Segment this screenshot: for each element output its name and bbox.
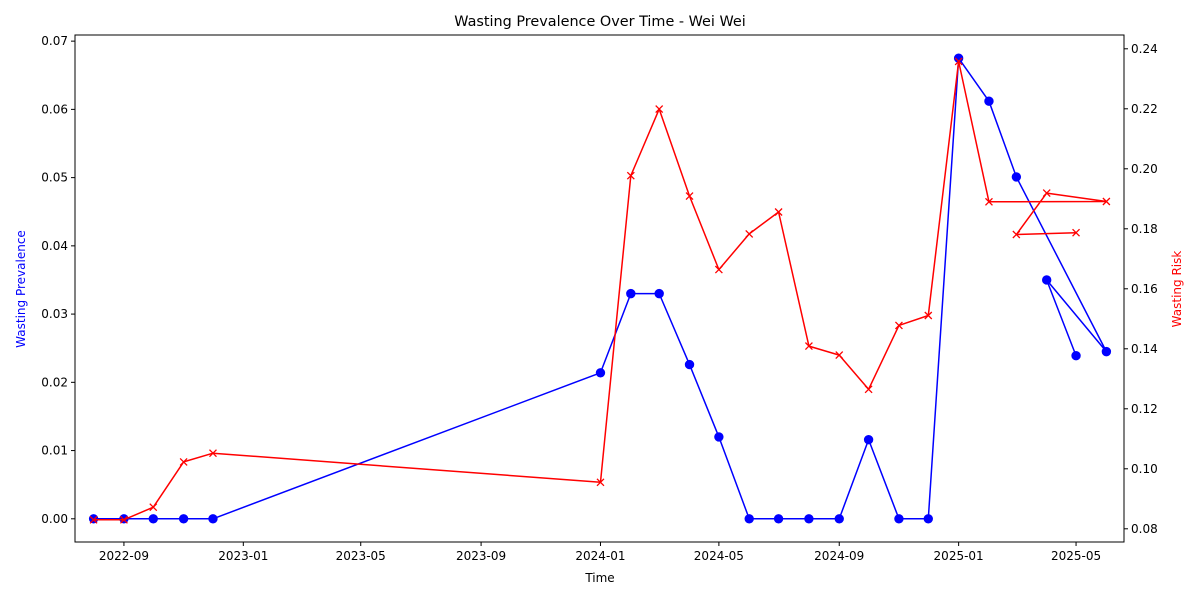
data-point-wasting-risk xyxy=(714,265,723,274)
y-left-tick-label: 0.04 xyxy=(41,239,68,253)
data-point-wasting-risk xyxy=(804,342,813,351)
y-left-tick-label: 0.00 xyxy=(41,512,68,526)
data-point-wasting-risk xyxy=(985,197,993,206)
series-wasting-prevalence xyxy=(88,53,1112,524)
y-right-tick-label: 0.20 xyxy=(1131,162,1158,176)
y-left-tick-label: 0.03 xyxy=(41,307,68,321)
x-tick-label: 2025-01 xyxy=(934,549,984,563)
data-point-wasting-risk xyxy=(149,503,158,512)
data-point-wasting-prevalence xyxy=(744,514,754,524)
data-point-wasting-prevalence xyxy=(178,514,189,524)
data-point-wasting-prevalence xyxy=(714,432,724,442)
y-right-tick-label: 0.14 xyxy=(1131,342,1158,356)
data-point-wasting-prevalence xyxy=(834,514,844,524)
data-point-wasting-prevalence xyxy=(863,434,874,445)
data-point-wasting-prevalence xyxy=(1011,172,1022,182)
x-tick-label: 2024-05 xyxy=(694,549,744,563)
y-left-tick-label: 0.02 xyxy=(41,375,68,389)
data-point-wasting-risk xyxy=(119,515,128,524)
data-point-wasting-prevalence xyxy=(923,514,933,524)
data-point-wasting-prevalence xyxy=(1101,346,1112,357)
data-point-wasting-prevalence xyxy=(773,514,784,524)
y-right-tick-label: 0.24 xyxy=(1131,42,1158,56)
data-point-wasting-risk xyxy=(89,515,98,524)
data-point-wasting-prevalence xyxy=(984,96,994,106)
y-axis-left-label: Wasting Prevalence xyxy=(14,230,28,348)
data-point-wasting-risk xyxy=(179,457,188,466)
data-point-wasting-risk xyxy=(864,385,873,394)
data-point-wasting-risk xyxy=(1072,228,1081,237)
data-point-wasting-prevalence xyxy=(1041,275,1052,285)
data-point-wasting-prevalence xyxy=(208,514,218,524)
data-point-wasting-risk xyxy=(745,229,754,238)
y-right-tick-label: 0.12 xyxy=(1131,402,1158,416)
data-point-wasting-prevalence xyxy=(654,288,664,299)
y-right-tick-label: 0.10 xyxy=(1131,462,1158,476)
y-left-tick-label: 0.01 xyxy=(41,444,68,458)
data-point-wasting-prevalence xyxy=(684,359,695,370)
data-point-wasting-risk xyxy=(954,57,963,66)
y-left-tick-label: 0.05 xyxy=(41,171,68,185)
x-axis: 2022-09 2023-01 2023-05 2023-09 2024-01 2024-… xyxy=(99,542,1101,563)
data-point-wasting-risk xyxy=(209,449,217,458)
data-point-wasting-risk xyxy=(835,351,844,360)
data-point-wasting-prevalence xyxy=(595,368,606,378)
y-axis-left: 0.00 0.01 0.02 0.03 0.04 0.05 0.06 0.07 xyxy=(41,34,75,526)
data-point-wasting-risk xyxy=(1102,197,1111,206)
y-right-tick-label: 0.16 xyxy=(1131,282,1158,296)
x-tick-label: 2022-09 xyxy=(99,549,149,563)
data-point-wasting-prevalence xyxy=(148,514,158,524)
data-point-wasting-risk xyxy=(774,208,783,216)
data-point-wasting-risk xyxy=(1042,189,1051,198)
data-point-wasting-risk xyxy=(596,478,605,487)
x-tick-label: 2023-05 xyxy=(336,549,386,563)
data-point-wasting-prevalence xyxy=(626,288,636,299)
y-left-tick-label: 0.06 xyxy=(41,102,68,116)
y-axis-right-label: Wasting Risk xyxy=(1170,251,1184,328)
y-right-tick-label: 0.18 xyxy=(1131,222,1158,236)
y-left-tick-label: 0.07 xyxy=(41,34,68,48)
data-point-wasting-risk xyxy=(924,311,933,320)
x-tick-label: 2023-09 xyxy=(456,549,506,563)
data-point-wasting-risk xyxy=(655,105,664,114)
x-axis-label: Time xyxy=(584,571,614,585)
data-point-wasting-risk xyxy=(894,321,903,330)
data-point-wasting-prevalence xyxy=(1071,351,1081,361)
data-point-wasting-prevalence xyxy=(88,514,99,524)
data-point-wasting-risk xyxy=(1012,230,1021,239)
data-point-wasting-prevalence xyxy=(894,514,904,524)
x-tick-label: 2024-01 xyxy=(575,549,625,563)
series-layer xyxy=(88,53,1112,524)
x-tick-label: 2024-09 xyxy=(814,549,864,563)
x-tick-label: 2025-05 xyxy=(1051,549,1101,563)
data-point-wasting-prevalence xyxy=(804,514,814,524)
y-right-tick-label: 0.22 xyxy=(1131,102,1158,116)
y-right-tick-label: 0.08 xyxy=(1131,522,1158,536)
y-axis-right: 0.08 0.10 0.12 0.14 0.16 0.18 0.20 0.22 0.24 xyxy=(1124,42,1158,536)
series-wasting-risk xyxy=(89,57,1111,524)
chart-title: Wasting Prevalence Over Time - Wei Wei xyxy=(454,14,745,30)
data-point-wasting-risk xyxy=(685,192,694,201)
data-point-wasting-risk xyxy=(626,171,635,180)
x-tick-label: 2023-01 xyxy=(218,549,268,563)
